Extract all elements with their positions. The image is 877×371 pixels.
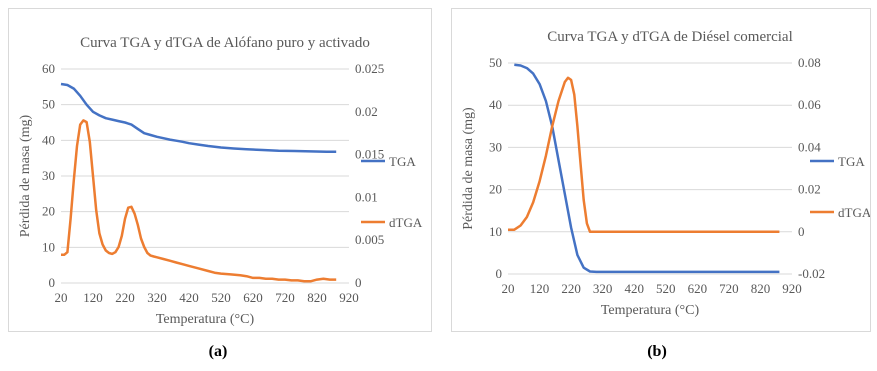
x-tick: 220 (561, 281, 581, 296)
caption-b: (b) (647, 343, 667, 360)
x-tick: 120 (83, 290, 103, 305)
legend-label: TGA (838, 154, 865, 169)
y-tick-right: 0.02 (798, 182, 821, 197)
x-tick: 20 (502, 281, 515, 296)
x-tick: 520 (211, 290, 231, 305)
x-tick: 620 (688, 281, 708, 296)
y-tick-left: 30 (489, 139, 502, 154)
y-tick-right: 0.025 (355, 61, 384, 76)
chart-title: Curva TGA y dTGA de Alófano puro y activ… (80, 35, 370, 51)
x-tick: 320 (147, 290, 167, 305)
x-tick: 720 (719, 281, 739, 296)
y-tick-left: 20 (489, 182, 502, 197)
y-tick-left: 0 (49, 275, 56, 290)
y-tick-left: 20 (42, 204, 55, 219)
chart-b: Curva TGA y dTGA de Diésel comercial 0 10 2… (461, 29, 871, 318)
x-tick: 420 (624, 281, 644, 296)
y-tick-right: 0.005 (355, 232, 384, 247)
chart-title: Curva TGA y dTGA de Diésel comercial (547, 29, 793, 45)
series-line-dtga (61, 119, 337, 283)
y-tick-left: 40 (42, 132, 55, 147)
x-tick: 920 (782, 281, 802, 296)
y-tick-right: 0.06 (798, 97, 821, 112)
y-tick-left: 40 (489, 97, 502, 112)
y-tick-left: 10 (42, 239, 55, 254)
y-tick-right: 0.02 (355, 104, 378, 119)
x-tick: 420 (179, 290, 199, 305)
y-tick-left: 50 (42, 97, 55, 112)
y-tick-left: 50 (489, 55, 502, 70)
y-tick-right: 0.015 (355, 147, 384, 162)
x-tick: 120 (530, 281, 550, 296)
series-line-dtga (508, 76, 780, 234)
legend-label: TGA (389, 154, 416, 169)
y-tick-right: 0.08 (798, 55, 821, 70)
y-axis-label: Pérdida de masa (mg) (461, 107, 476, 230)
x-tick: 820 (751, 281, 771, 296)
x-axis-label: Temperatura (°C) (156, 312, 255, 327)
x-tick: 20 (55, 290, 68, 305)
chart-a: Curva TGA y dTGA de Alófano puro y activ… (18, 35, 423, 327)
y-tick-left: 60 (42, 61, 55, 76)
series-line-tga (514, 63, 780, 274)
legend-label: dTGA (838, 205, 871, 220)
chart-panel-b: Curva TGA y dTGA de Diésel comercial 0 10 2… (451, 8, 871, 332)
x-tick: 920 (339, 290, 359, 305)
x-tick: 720 (275, 290, 295, 305)
x-tick: 620 (243, 290, 263, 305)
y-tick-left: 0 (496, 266, 503, 281)
x-axis-label: Temperatura (°C) (601, 303, 700, 318)
x-tick: 520 (656, 281, 676, 296)
y-tick-left: 10 (489, 224, 502, 239)
y-tick-right: 0 (355, 275, 362, 290)
y-axis-label: Pérdida de masa (mg) (18, 114, 33, 237)
x-tick: 320 (593, 281, 613, 296)
y-tick-left: 30 (42, 168, 55, 183)
x-tick: 820 (307, 290, 327, 305)
y-tick-right: 0 (798, 224, 805, 239)
y-tick-right: 0.04 (798, 139, 821, 154)
series-line-tga (60, 82, 337, 153)
y-tick-right: 0.01 (355, 189, 378, 204)
x-tick: 220 (115, 290, 135, 305)
y-tick-right: -0.02 (798, 266, 825, 281)
caption-a: (a) (208, 343, 228, 360)
chart-panel-a: Curva TGA y dTGA de Alófano puro y activ… (8, 8, 432, 332)
legend-label: dTGA (389, 215, 423, 230)
